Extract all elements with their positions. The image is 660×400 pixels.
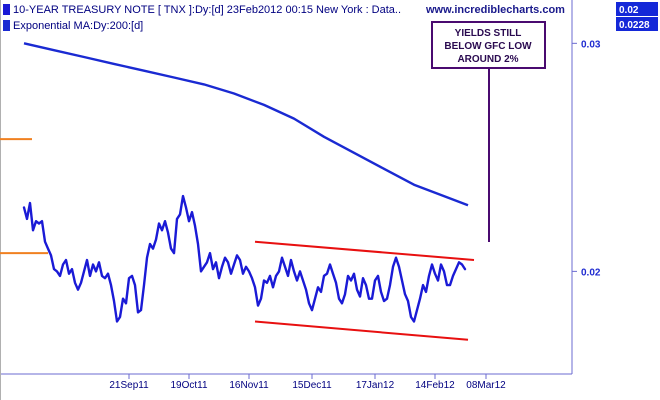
support-markers	[0, 138, 48, 255]
annotation-line-1: YIELDS STILL	[455, 28, 522, 39]
legend-swatch-ma	[3, 20, 10, 31]
series-price-line	[22, 194, 467, 323]
x-tick-label-5: 14Feb12	[415, 380, 455, 391]
series-lines	[22, 42, 469, 323]
y-axis-ticks: 0.02 0.03	[572, 39, 601, 278]
series-ma-line	[23, 42, 469, 207]
x-axis-ticks: 21Sep11 19Oct11 16Nov11 15Dec11 17Jan12 14Feb…	[109, 374, 506, 391]
legend-swatch-price	[3, 4, 10, 15]
ma-badge-value: 0.0228	[619, 20, 650, 31]
x-tick-label-0: 21Sep11	[109, 380, 149, 391]
x-tick-label-4: 17Jan12	[356, 380, 395, 391]
x-tick-label-2: 16Nov11	[229, 380, 269, 391]
channel-lines	[254, 240, 475, 341]
price-badge	[616, 2, 658, 16]
annotation-line-3: AROUND 2%	[457, 54, 518, 65]
y-tick-label-0: 0.02	[581, 267, 601, 278]
price-badge-value: 0.02	[619, 5, 639, 16]
annotation-line-2: BELOW GFC LOW	[444, 41, 532, 52]
ma-legend-label: Exponential MA:Dy:200:[d]	[13, 20, 143, 32]
y-tick-label-1: 0.03	[581, 39, 601, 50]
x-tick-label-1: 19Oct11	[170, 380, 207, 391]
x-tick-label-3: 15Dec11	[292, 380, 332, 391]
ma-badge	[616, 17, 658, 31]
site-label: www.incrediblecharts.com	[425, 4, 565, 16]
channel-lower-line	[254, 320, 469, 341]
channel-upper-line	[254, 240, 475, 261]
chart-title: 10-YEAR TREASURY NOTE [ TNX ]:Dy:[d] 23F…	[13, 4, 401, 16]
x-tick-label-6: 08Mar12	[466, 380, 506, 391]
annotation-box	[431, 21, 546, 69]
